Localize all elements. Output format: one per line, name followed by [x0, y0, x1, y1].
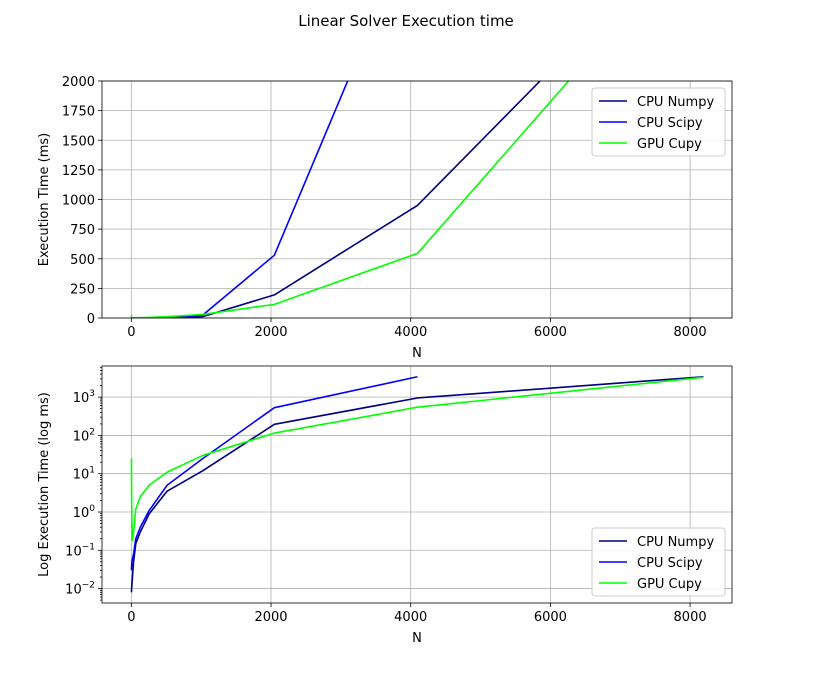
y-tick-label: 10−1 — [65, 542, 95, 559]
legend: CPU Numpy CPU Scipy GPU Cupy — [591, 527, 726, 597]
series-line-cpu-numpy — [130, 375, 704, 593]
y-tick-label: 1750 — [62, 105, 95, 120]
linear-chart: 0 2000 4000 6000 8000 0 250 500 750 1000 1250 1500 1… — [37, 75, 733, 361]
y-axis-label: Log Execution Time (log ms) — [37, 392, 52, 577]
y-tick-label: 0 — [87, 312, 95, 327]
y-tick-label: 102 — [73, 427, 95, 444]
legend-box — [591, 87, 726, 157]
y-tick-label: 101 — [73, 466, 95, 483]
axes-frame — [101, 365, 733, 604]
legend-box — [591, 527, 726, 597]
series-line-cpu-scipy — [130, 375, 418, 571]
x-axis-label: N — [412, 346, 422, 361]
y-tick-label: 100 — [73, 504, 96, 521]
legend-label-gpu-cupy: GPU Cupy — [637, 137, 702, 152]
log-chart: 0 2000 4000 6000 8000 10−2 10−1 100 101 102 103 N Lo… — [37, 365, 733, 646]
legend-label-cpu-scipy: CPU Scipy — [637, 116, 703, 131]
x-tick-label: 0 — [127, 325, 135, 340]
x-tick-label: 6000 — [534, 610, 567, 625]
y-tick-label: 103 — [73, 389, 95, 406]
x-tick-label: 8000 — [674, 610, 707, 625]
x-axis-label: N — [412, 631, 422, 646]
legend-label-cpu-numpy: CPU Numpy — [637, 535, 714, 550]
x-tick-label: 6000 — [534, 325, 567, 340]
y-tick-label: 1500 — [62, 134, 95, 149]
legend-label-gpu-cupy: GPU Cupy — [637, 577, 702, 592]
x-tick-label: 2000 — [254, 610, 287, 625]
y-tick-label: 500 — [70, 253, 95, 268]
y-tick-label: 1000 — [62, 194, 95, 209]
y-tick-label: 1250 — [62, 164, 95, 179]
y-tick-label: 250 — [70, 282, 95, 297]
y-axis-label: Execution Time (ms) — [37, 133, 52, 266]
y-tick-label: 750 — [70, 223, 95, 238]
x-tick-label: 8000 — [674, 325, 707, 340]
x-tick-label: 2000 — [254, 325, 287, 340]
legend-label-cpu-numpy: CPU Numpy — [637, 95, 714, 110]
legend: CPU Numpy CPU Scipy GPU Cupy — [591, 87, 726, 157]
figure-title: Linear Solver Execution time — [298, 12, 514, 30]
y-tick-label: 2000 — [62, 75, 95, 90]
x-tick-label: 4000 — [394, 610, 427, 625]
legend-label-cpu-scipy: CPU Scipy — [637, 556, 703, 571]
series-line-gpu-cupy — [130, 376, 704, 542]
series-group — [130, 375, 704, 593]
x-tick-label: 0 — [127, 610, 135, 625]
y-tick-label: 10−2 — [65, 581, 95, 598]
x-tick-label: 4000 — [394, 325, 427, 340]
